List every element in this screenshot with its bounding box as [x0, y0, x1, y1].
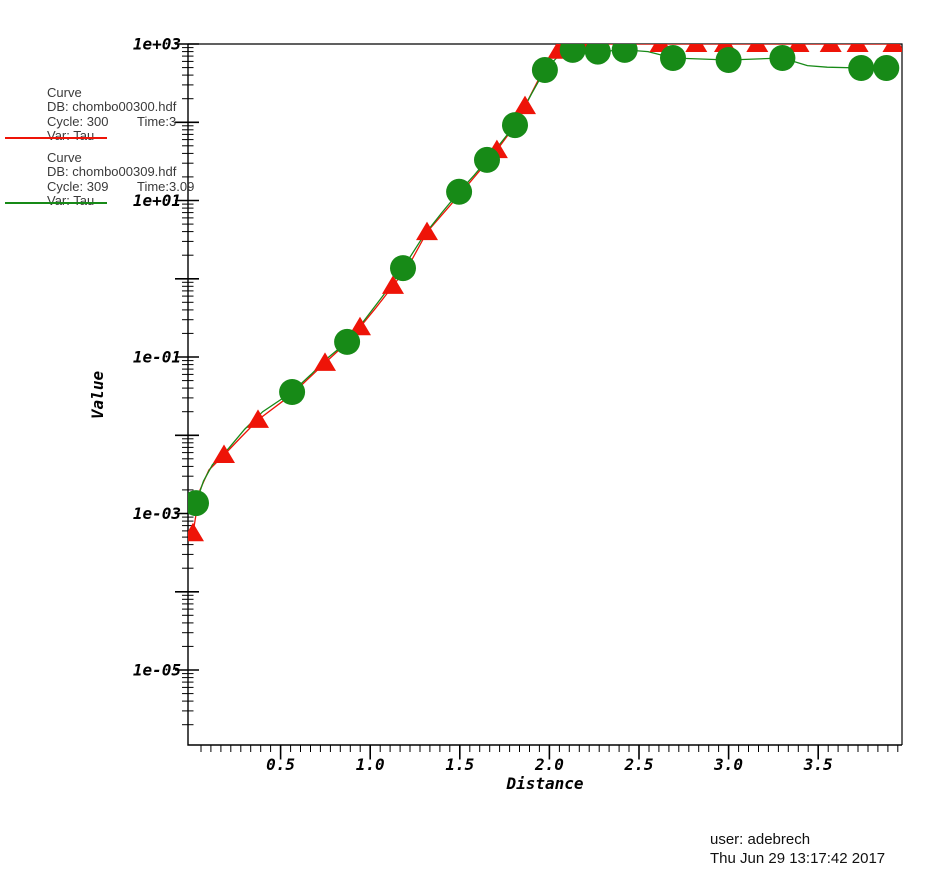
legend-db-label: DB: chombo00309.hdf [47, 164, 177, 180]
x-axis-title: Distance [505, 774, 583, 793]
footer: user: adebrech Thu Jun 29 13:17:42 2017 [710, 831, 885, 868]
legend-curve-309: Curve DB: chombo00309.hdf Cycle: 309 Tim… [5, 150, 215, 209]
svg-text:2.5: 2.5 [624, 755, 654, 774]
legend-green-line-swatch [5, 202, 107, 204]
plot-frame [187, 43, 903, 746]
svg-text:0.5: 0.5 [266, 755, 295, 774]
y-axis-title: Value [88, 371, 107, 420]
timestamp-label: Thu Jun 29 13:17:42 2017 [710, 849, 886, 867]
svg-text:1.0: 1.0 [356, 755, 385, 774]
svg-text:1e-05: 1e-05 [133, 661, 181, 680]
legend-heading: Curve [47, 85, 82, 100]
legend-cycle-label: Cycle: 309 [47, 178, 109, 194]
legend-cycle-time-row: Cycle: 300 Time:3 [5, 113, 215, 129]
y-axis-tick-labels: 1e+03 1e+01 1e-01 1e-03 1e-05 [133, 35, 181, 680]
legend-var-label: Var: Tau [47, 128, 95, 144]
svg-text:3.0: 3.0 [713, 755, 743, 774]
legend-time-label: Time:3.09 [137, 178, 195, 194]
x-axis-ticks [200, 745, 899, 760]
legend-time-label: Time:3 [137, 113, 177, 129]
legend-heading: Curve [47, 150, 82, 165]
legend-red-line-swatch [5, 137, 107, 139]
legend-curve-300: Curve DB: chombo00300.hdf Cycle: 300 Tim… [5, 85, 215, 144]
series-line-1 [195, 49, 899, 504]
svg-text:3.5: 3.5 [803, 755, 833, 774]
series-markers-0 [188, 44, 902, 542]
svg-text:2.0: 2.0 [534, 755, 564, 774]
svg-text:1e+03: 1e+03 [133, 35, 181, 54]
svg-text:1e-01: 1e-01 [133, 348, 181, 367]
series-markers-1 [188, 44, 900, 517]
svg-text:1e+01: 1e+01 [133, 191, 181, 210]
legend-cycle-time-row: Cycle: 309 Time:3.09 [5, 178, 215, 194]
svg-text:1.5: 1.5 [445, 755, 474, 774]
legend: Curve DB: chombo00300.hdf Cycle: 300 Tim… [5, 85, 215, 216]
legend-db-label: DB: chombo00300.hdf [47, 99, 177, 115]
series-line-0 [192, 44, 899, 534]
svg-text:1e-03: 1e-03 [133, 504, 181, 523]
legend-cycle-label: Cycle: 300 [47, 113, 109, 129]
legend-var-label: Var: Tau [47, 193, 95, 209]
user-label: user: adebrech [710, 831, 811, 848]
x-axis-tick-labels: 0.5 1.0 1.5 2.0 2.5 3.0 3.5 [266, 755, 833, 774]
